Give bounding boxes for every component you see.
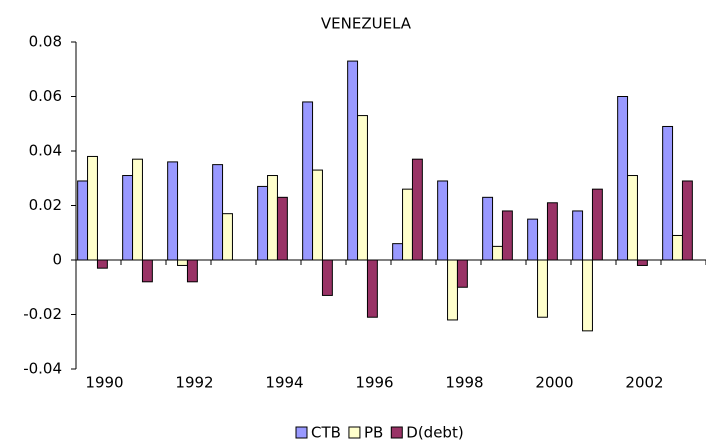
x-tick-label: 1990 — [85, 374, 123, 392]
bar — [537, 259, 548, 318]
bar — [312, 169, 323, 261]
legend-label: CTB — [311, 424, 341, 442]
bar — [77, 180, 89, 261]
bar — [411, 158, 423, 261]
bar — [617, 96, 629, 261]
y-tick-label: 0.04 — [29, 142, 62, 160]
bar — [437, 180, 449, 261]
bar — [572, 210, 584, 261]
bar — [357, 115, 368, 261]
y-tick-label: 0.02 — [29, 196, 62, 214]
bar — [347, 60, 359, 261]
bar — [186, 259, 198, 283]
legend-label: D(debt) — [406, 424, 463, 442]
bar — [591, 188, 603, 261]
y-tick-label: -0.02 — [23, 305, 62, 323]
bar — [482, 196, 494, 261]
bar — [527, 218, 539, 261]
bar — [492, 245, 503, 261]
bar — [167, 161, 179, 261]
x-tick-label: 1994 — [265, 374, 303, 392]
y-tick-label: 0 — [52, 251, 62, 269]
bar — [141, 259, 153, 283]
bar — [447, 259, 458, 321]
bar — [392, 243, 404, 261]
bar — [681, 180, 693, 261]
bar — [366, 259, 378, 318]
bar — [662, 125, 674, 261]
bar — [636, 259, 648, 266]
bar — [627, 175, 638, 261]
legend-label: PB — [364, 424, 383, 442]
bar — [582, 259, 593, 332]
x-tick-label: 2002 — [625, 374, 663, 392]
bar — [276, 196, 288, 261]
legend-swatch — [295, 426, 308, 439]
bar — [222, 213, 233, 261]
bar — [402, 188, 413, 261]
y-tick-label: -0.04 — [23, 360, 62, 378]
bar — [257, 185, 269, 261]
bar — [87, 155, 98, 261]
bar — [177, 259, 188, 266]
bar — [501, 210, 513, 261]
bar — [456, 259, 468, 288]
bar — [672, 234, 683, 261]
bar — [122, 175, 134, 261]
bar — [546, 202, 558, 261]
bar — [302, 101, 314, 261]
x-tick-label: 1998 — [445, 374, 483, 392]
bar — [267, 175, 278, 261]
bar — [321, 259, 333, 296]
x-tick-label: 1992 — [175, 374, 213, 392]
x-tick-label: 2000 — [535, 374, 573, 392]
bar — [212, 164, 224, 261]
bar — [132, 158, 143, 261]
legend-swatch — [348, 426, 361, 439]
chart-title: VENEZUELA — [321, 15, 412, 33]
y-tick-label: 0.08 — [29, 33, 62, 51]
y-tick-label: 0.06 — [29, 87, 62, 105]
bar — [96, 259, 108, 269]
legend-swatch — [390, 426, 403, 439]
x-tick-label: 1996 — [355, 374, 393, 392]
